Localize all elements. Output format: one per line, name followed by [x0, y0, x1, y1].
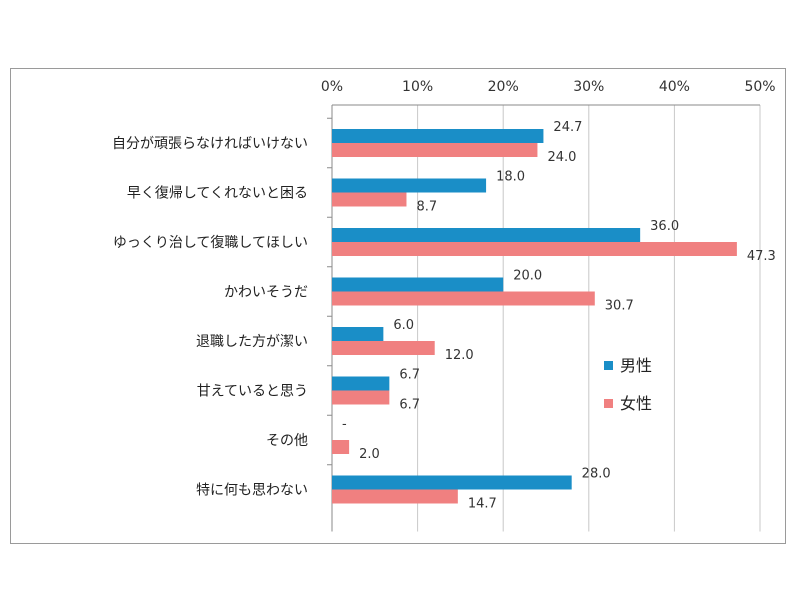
x-tick-label: 10%	[402, 79, 433, 95]
data-label: -	[342, 417, 347, 432]
category-label: 甘えていると思う	[197, 384, 308, 400]
bar-female	[332, 489, 458, 504]
category-label: 特に何も思わない	[196, 483, 308, 499]
legend-label: 男性	[620, 356, 652, 375]
data-label: 12.0	[445, 348, 474, 363]
bar-female	[332, 440, 350, 454]
bar-male	[332, 228, 641, 242]
data-label: 24.7	[553, 120, 582, 135]
category-label: 退職した方が潔い	[196, 334, 308, 350]
bars	[332, 129, 737, 504]
data-label: 18.0	[496, 170, 525, 185]
bar-male	[332, 327, 384, 341]
legend-swatch	[604, 399, 613, 408]
data-labels: 24.7 24.0 18.0 8.7 36.0 47.3 20.0 30.7 6.0 12.0 6.…	[342, 120, 776, 512]
x-tick-label: 40%	[659, 79, 690, 95]
legend-label: 女性	[620, 394, 652, 413]
category-label: ゆっくり治して復職してほしい	[113, 234, 308, 251]
bar-male	[332, 277, 504, 292]
bar-female	[332, 291, 595, 306]
data-label: 47.3	[747, 249, 776, 264]
bar-female	[332, 390, 390, 405]
bar-male	[332, 376, 390, 391]
bar-female	[332, 192, 407, 207]
legend-swatch	[604, 361, 613, 370]
data-label: 2.0	[359, 447, 380, 462]
category-label: 早く復帰してくれないと困る	[127, 185, 308, 202]
category-labels: 自分が頑張らなければいけない早く復帰してくれないと困るゆっくり治して復職してほし…	[112, 117, 332, 499]
x-axis-ticks: 0% 10% 20% 30% 40% 50%	[321, 79, 776, 95]
data-label: 6.7	[399, 398, 420, 413]
category-label: 自分が頑張らなければいけない	[112, 136, 308, 152]
data-label: 14.7	[468, 497, 497, 512]
data-label: 8.7	[416, 200, 437, 215]
data-label: 6.0	[393, 318, 414, 333]
gridlines	[331, 104, 761, 532]
data-label: 24.0	[547, 150, 576, 165]
data-label: 30.7	[605, 299, 634, 314]
x-tick-label: 0%	[321, 79, 343, 95]
data-label: 28.0	[582, 467, 611, 482]
category-label: かわいそうだ	[224, 285, 308, 301]
bar-female	[332, 143, 538, 157]
bar-female	[332, 242, 737, 256]
category-label: その他	[266, 433, 308, 449]
x-tick-label: 20%	[488, 79, 519, 95]
bar-female	[332, 341, 435, 355]
data-label: 36.0	[650, 219, 679, 234]
bar-male	[332, 475, 572, 490]
bar-male	[332, 129, 544, 143]
x-tick-label: 30%	[573, 79, 604, 95]
data-label: 20.0	[513, 269, 542, 284]
data-label: 6.7	[399, 368, 420, 383]
x-tick-label: 50%	[744, 79, 775, 95]
bar-male	[332, 178, 487, 193]
